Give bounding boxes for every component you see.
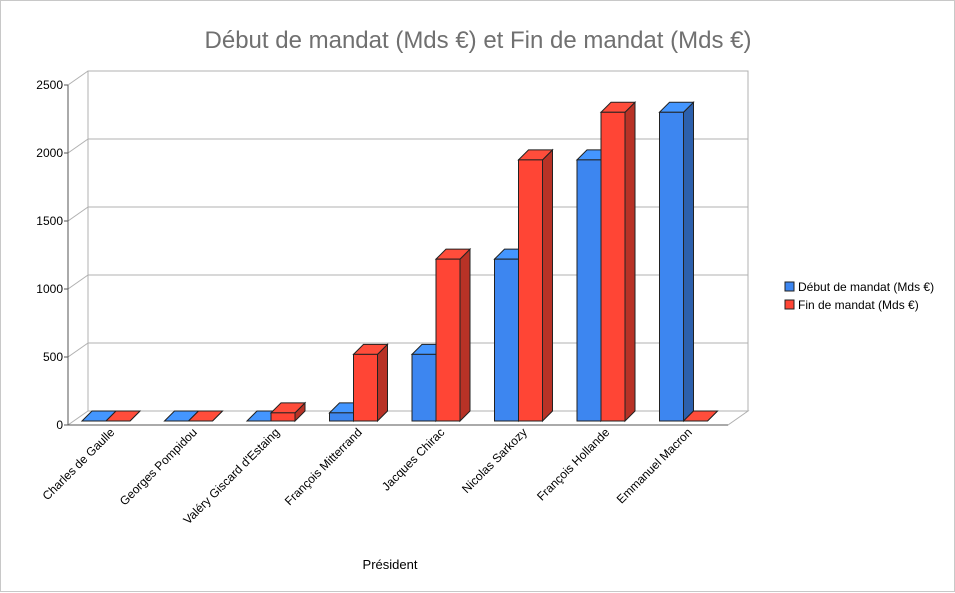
bar-front bbox=[270, 412, 296, 422]
bar-top bbox=[682, 410, 719, 422]
bar-fin-de-mandat-mds-georges-pompidou bbox=[187, 410, 224, 422]
bar-fin-de-mandat-mds-francois-mitterrand bbox=[352, 343, 389, 423]
bar-debut-de-mandat-mds-emmanuel-macron bbox=[658, 101, 695, 423]
x-tick-label: François Mitterrand bbox=[282, 425, 365, 508]
gridline-side bbox=[67, 138, 89, 154]
legend-item: Fin de mandat (Mds €) bbox=[784, 298, 919, 312]
legend-swatch bbox=[784, 281, 795, 292]
bar-front bbox=[600, 111, 626, 422]
bar-fin-de-mandat-mds-jacques-chirac bbox=[434, 247, 472, 423]
bar-fin-de-mandat-mds-charles-de-gaulle bbox=[104, 410, 142, 422]
y-tick-label: 2500 bbox=[36, 78, 63, 92]
bar-side bbox=[459, 247, 471, 423]
grid-layer bbox=[66, 70, 750, 426]
bar-fin-de-mandat-mds-nicolas-sarkozy bbox=[517, 148, 554, 423]
x-tick-label: François Hollande bbox=[534, 425, 613, 504]
bars-layer bbox=[80, 101, 719, 423]
bar-fin-de-mandat-mds-emmanuel-macron bbox=[682, 410, 719, 422]
legend-label: Fin de mandat (Mds €) bbox=[798, 298, 919, 312]
gridline-side bbox=[67, 70, 89, 86]
bar-side bbox=[377, 343, 388, 423]
y-tick-label: 1500 bbox=[36, 214, 63, 228]
x-tick-label: Charles de Gaulle bbox=[40, 425, 118, 503]
bar-front bbox=[411, 353, 437, 422]
x-tick-label: Valéry Giscard d'Estaing bbox=[180, 425, 282, 527]
bar-side bbox=[683, 101, 694, 423]
y-tick-label: 0 bbox=[56, 418, 63, 432]
bar-front bbox=[576, 159, 602, 422]
gridline-side bbox=[67, 206, 89, 222]
x-tick-label: Nicolas Sarkozy bbox=[459, 425, 530, 496]
bar-side bbox=[542, 148, 553, 423]
legend-label: Début de mandat (Mds €) bbox=[798, 280, 934, 294]
y-tick-label: 1000 bbox=[36, 282, 63, 296]
bar-side bbox=[624, 101, 636, 423]
x-tick-label: Emmanuel Macron bbox=[614, 425, 695, 506]
bar-top bbox=[187, 410, 224, 422]
bar-fin-de-mandat-mds-francois-hollande bbox=[599, 101, 637, 423]
legend-item: Début de mandat (Mds €) bbox=[784, 280, 934, 294]
x-tick-label: Jacques Chirac bbox=[379, 425, 447, 493]
bar-front bbox=[659, 111, 684, 422]
legend: Début de mandat (Mds €) Fin de mandat (Md… bbox=[784, 280, 934, 312]
y-tick-label: 2000 bbox=[36, 146, 63, 160]
gridline-side bbox=[67, 342, 89, 358]
legend-swatch bbox=[784, 299, 795, 310]
bar-front bbox=[518, 159, 543, 422]
x-axis-label: Président bbox=[363, 557, 418, 572]
bar-front bbox=[435, 258, 461, 422]
bar-front bbox=[494, 258, 519, 422]
bar-front bbox=[329, 412, 354, 422]
bar-fin-de-mandat-mds-valery-giscard-d-estaing bbox=[269, 401, 307, 423]
bar-front bbox=[353, 353, 378, 422]
gridline-side bbox=[67, 274, 89, 290]
chart-title: Début de mandat (Mds €) et Fin de mandat… bbox=[205, 27, 752, 54]
bar-top bbox=[104, 410, 142, 422]
x-tick-label: Georges Pompidou bbox=[117, 425, 200, 508]
y-tick-label: 500 bbox=[43, 350, 63, 364]
